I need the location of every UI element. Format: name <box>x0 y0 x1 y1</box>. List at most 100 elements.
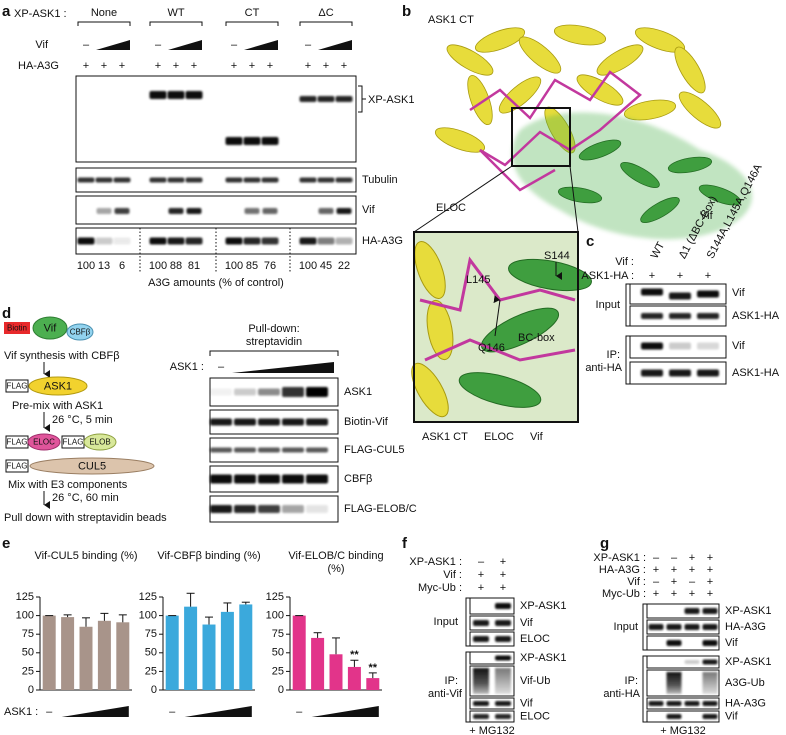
blot-label: Vif <box>520 617 534 629</box>
blot-band <box>243 137 261 145</box>
blot-band <box>641 288 663 296</box>
error-bar <box>118 614 127 623</box>
biotin-tag <box>4 322 30 334</box>
amount: 100 <box>149 260 167 272</box>
sign: + <box>705 270 711 282</box>
blot-band <box>318 208 334 214</box>
structure-label: ELOC <box>436 202 466 214</box>
smear <box>702 672 718 694</box>
amount: 22 <box>338 260 350 272</box>
smear <box>495 668 511 694</box>
blot-band <box>149 91 167 99</box>
error-bar <box>241 601 250 605</box>
sign: + <box>173 60 179 72</box>
y-tick-label: 75 <box>22 628 34 640</box>
blot-band <box>702 701 718 706</box>
connector <box>413 165 513 233</box>
bracket <box>642 603 647 651</box>
group-label: ΔC <box>318 7 333 19</box>
sign: + <box>500 556 506 568</box>
helix <box>698 184 742 206</box>
blot-band <box>697 313 719 319</box>
amount: 81 <box>188 260 200 272</box>
group-label: anti-HA <box>603 688 640 700</box>
blot-band <box>495 620 511 626</box>
blot-band <box>261 137 279 145</box>
blot-band <box>149 237 167 245</box>
amount: 100 <box>299 260 317 272</box>
sign: + <box>707 552 713 564</box>
annotation: ** <box>369 662 378 674</box>
blot-band <box>669 292 691 300</box>
blot-band <box>702 659 718 665</box>
blot-band <box>702 714 718 719</box>
blot-label: XP-ASK1 <box>725 605 771 617</box>
y-tick-label: 125 <box>266 591 284 603</box>
blot-label: FLAG-ELOB/C <box>344 503 417 515</box>
y-tick-label: 75 <box>272 628 284 640</box>
blot-band <box>299 237 317 245</box>
panel-label: a <box>2 3 11 20</box>
blot-band <box>702 624 718 630</box>
sign: – <box>478 556 485 568</box>
sign: + <box>689 564 695 576</box>
blot-frame <box>646 619 720 635</box>
sign: + <box>341 60 347 72</box>
y-tick-label: 100 <box>266 610 284 622</box>
blot-label: Vif-Ub <box>520 675 550 687</box>
blot-label: ASK1-HA <box>732 310 780 322</box>
panel-label: b <box>402 3 411 20</box>
blot-band <box>261 237 279 245</box>
smear <box>473 668 489 694</box>
bar <box>184 606 198 690</box>
blot-label: Vif <box>362 204 376 216</box>
blot-label: XP-ASK1 <box>725 656 771 668</box>
blot-band <box>258 505 280 513</box>
blot-band <box>473 701 489 706</box>
blot-band <box>641 369 663 377</box>
blot-band <box>335 237 353 245</box>
blot-band <box>186 208 202 214</box>
blot-band <box>234 447 256 453</box>
amount: 100 <box>77 260 95 272</box>
row-label: Vif : <box>615 256 634 268</box>
blot-frame <box>469 710 515 723</box>
helix <box>596 44 644 76</box>
blot-frame <box>469 615 515 631</box>
helix <box>576 74 624 106</box>
blot-label: CBFβ <box>344 473 372 485</box>
blot-band <box>684 608 700 614</box>
amount: 6 <box>119 260 125 272</box>
wedge <box>244 40 278 50</box>
helix <box>578 139 622 161</box>
blot-band <box>234 505 256 513</box>
blot-band <box>261 177 279 183</box>
blot-band <box>114 208 130 214</box>
row-label: Myc-Ub : <box>602 588 646 600</box>
treatment-label: + MG132 <box>660 725 706 735</box>
panel-label: e <box>2 535 10 552</box>
inset-frame <box>413 231 579 423</box>
chart-title-box: Vif-CUL5 binding (%) <box>34 550 137 562</box>
blot-band <box>282 387 304 397</box>
connector <box>569 165 579 233</box>
sign: + <box>231 60 237 72</box>
blot-label: HA-A3G <box>362 235 403 247</box>
group-label: IP: <box>607 349 620 361</box>
blot-label: A3G-Ub <box>725 677 765 689</box>
blot-band <box>185 177 203 183</box>
helix <box>426 299 454 361</box>
sign: + <box>671 564 677 576</box>
blot-band <box>684 624 700 630</box>
sign: + <box>323 60 329 72</box>
sign: + <box>478 582 484 594</box>
y-tick-label: 50 <box>272 647 284 659</box>
group-label: Input <box>596 299 620 311</box>
blot-frame <box>646 603 720 619</box>
blot-band <box>306 505 328 513</box>
y-tick-label: 125 <box>139 591 157 603</box>
blot-band <box>258 474 280 484</box>
legend-label: ASK1 CT <box>422 431 468 443</box>
blot-band <box>262 208 278 214</box>
